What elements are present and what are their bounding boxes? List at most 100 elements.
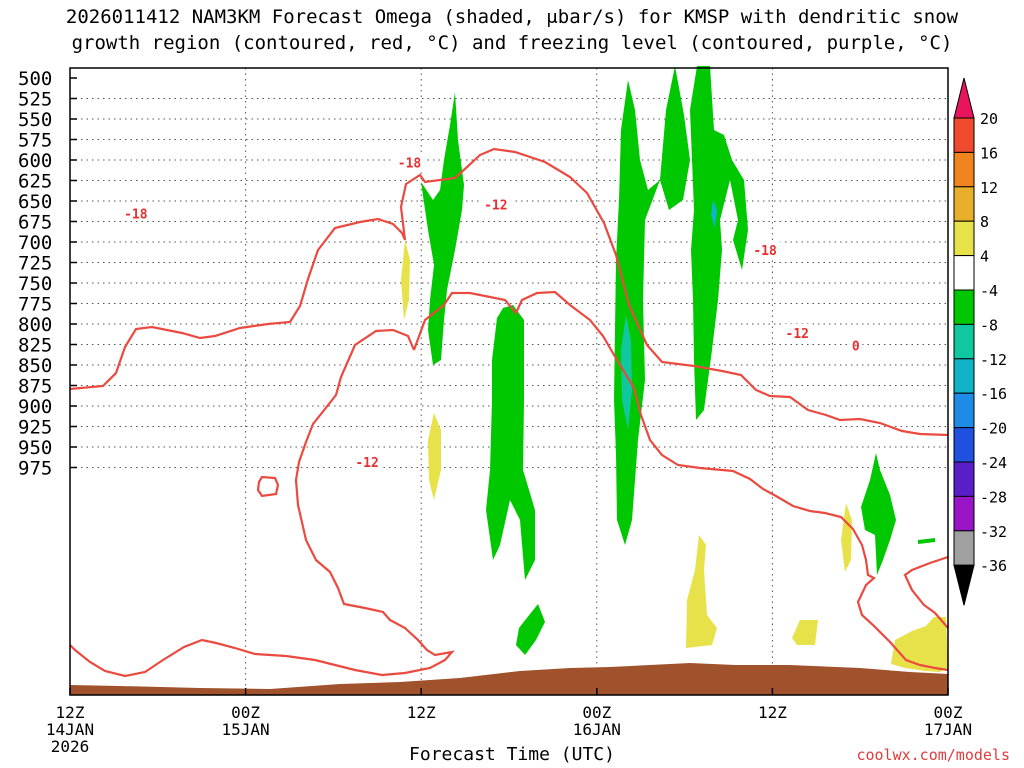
omega-region-green-7 [918,538,935,544]
y-tick-label-700: 700 [18,232,52,254]
colorbar-label-9: -20 [980,420,1007,438]
colorbar-segment-5 [953,255,975,291]
colorbar-label-0: 20 [980,110,998,128]
colorbar-label-11: -28 [980,488,1007,506]
y-tick-label-775: 775 [18,294,52,316]
omega-shading [401,66,948,672]
contour-label-1: -18 [398,156,422,171]
colorbar-label-4: 4 [980,248,989,266]
contour-minus12-east-upper [903,555,949,629]
gridlines [70,68,948,695]
omega-region-yellow-2 [428,413,441,500]
colorbar-segment-6 [953,289,975,325]
y-tick-label-600: 600 [18,150,52,172]
colorbar-segment-2 [953,151,975,188]
y-tick-label-725: 725 [18,253,52,275]
omega-region-green-3 [614,66,690,545]
y-tick-label-875: 875 [18,376,52,398]
colorbar-segment-8 [953,358,975,394]
colorbar-label-5: -4 [980,282,998,300]
omega-region-green-5 [861,453,896,575]
contour-label-bg-1 [393,153,425,170]
colorbar-segment-10 [953,427,975,463]
contour-labels: -18 -18 -12 -18 -12 -12 0 [120,153,863,471]
contour-label-bg-2 [480,195,512,212]
colorbar-label-12: -32 [980,523,1007,541]
y-tick-label-850: 850 [18,355,52,377]
y-axis-ticks: 5005255505756006256506757007257507758008… [18,68,77,480]
contour-label-5: -12 [355,456,378,471]
contour-label-bg-6 [849,336,863,353]
x-axis-label: Forecast Time (UTC) [409,744,615,765]
x-tick-label-60-1: 17JAN [924,720,972,739]
contour-label-bg-3 [749,241,781,258]
y-tick-label-900: 900 [18,396,52,418]
dgz-contours [69,147,949,678]
colorbar-segment-12 [953,495,975,532]
y-tick-label-950: 950 [18,437,52,459]
x-tick-label-0-0: 12Z [56,703,85,722]
x-tick-label-24-0: 12Z [407,703,436,722]
colorbar-label-10: -24 [980,454,1007,472]
colorbar-label-1: 16 [980,144,998,162]
colorbar-label-2: 12 [980,179,998,197]
y-tick-label-750: 750 [18,273,52,295]
omega-region-yellow-3 [686,535,717,648]
chart-title-line-1: 2026011412 NAM3KM Forecast Omega (shaded… [65,6,959,28]
x-tick-label-0-1: 14JAN [46,720,94,739]
y-tick-label-625: 625 [18,171,52,193]
y-tick-label-575: 575 [18,130,52,152]
y-tick-label-825: 825 [18,335,52,357]
omega-region-yellow-4 [792,620,818,645]
x-tick-label-0-2: 2026 [51,737,90,756]
colorbar-segment-7 [953,323,975,360]
plot-frame [69,67,949,696]
y-tick-label-500: 500 [18,68,52,90]
contour-minus12-center [69,328,455,678]
x-tick-label-12-1: 15JAN [222,720,270,739]
colorbar-segment-13 [953,530,975,566]
omega-region-teal [621,315,632,430]
colorbar-top-triangle [953,77,975,119]
y-tick-label-800: 800 [18,314,52,336]
colorbar-label-7: -12 [980,351,1007,369]
colorbar-segment-1 [953,117,975,153]
contour-label-6: 0 [852,339,860,354]
omega-region-green-4 [690,66,748,420]
colorbar-label-3: 8 [980,213,989,231]
x-tick-label-48-0: 12Z [758,703,787,722]
colorbar-segment-11 [953,461,975,497]
colorbar-segment-3 [953,186,975,222]
contour-label-3: -18 [753,244,777,259]
colorbar-segment-4 [953,220,975,257]
contour-label-bg-4 [781,324,813,341]
contour-minus18-west [69,147,949,437]
contour-label-bg-5 [351,452,383,469]
omega-region-blue [711,200,717,228]
colorbar: 20 16 12 8 4 -4 -8 -12 -16 -20 -24 -28 -32 -36 [953,77,1007,606]
terrain-surface [70,663,948,695]
colorbar-label-13: -36 [980,557,1007,575]
y-tick-label-525: 525 [18,89,52,111]
contour-label-2: -12 [484,198,507,213]
y-tick-label-550: 550 [18,109,52,131]
omega-region-green-6 [516,604,545,655]
chart-title-line-2: growth region (contoured, red, °C) and f… [71,32,953,54]
x-tick-label-36-1: 16JAN [573,720,621,739]
x-tick-label-36-0: 00Z [582,703,611,722]
credit-text: coolwx.com/models [856,746,1010,764]
omega-region-yellow-1 [401,240,410,320]
colorbar-label-8: -16 [980,385,1007,403]
y-tick-label-675: 675 [18,212,52,234]
y-tick-label-925: 925 [18,417,52,439]
x-tick-label-12-0: 00Z [231,703,260,722]
colorbar-bottom-triangle [953,564,975,606]
omega-region-green-1 [421,92,464,365]
contour-label-0: -18 [124,207,148,222]
colorbar-segment-9 [953,392,975,429]
y-tick-label-975: 975 [18,458,52,480]
omega-region-green-2 [486,305,535,580]
x-tick-label-60-0: 00Z [934,703,963,722]
